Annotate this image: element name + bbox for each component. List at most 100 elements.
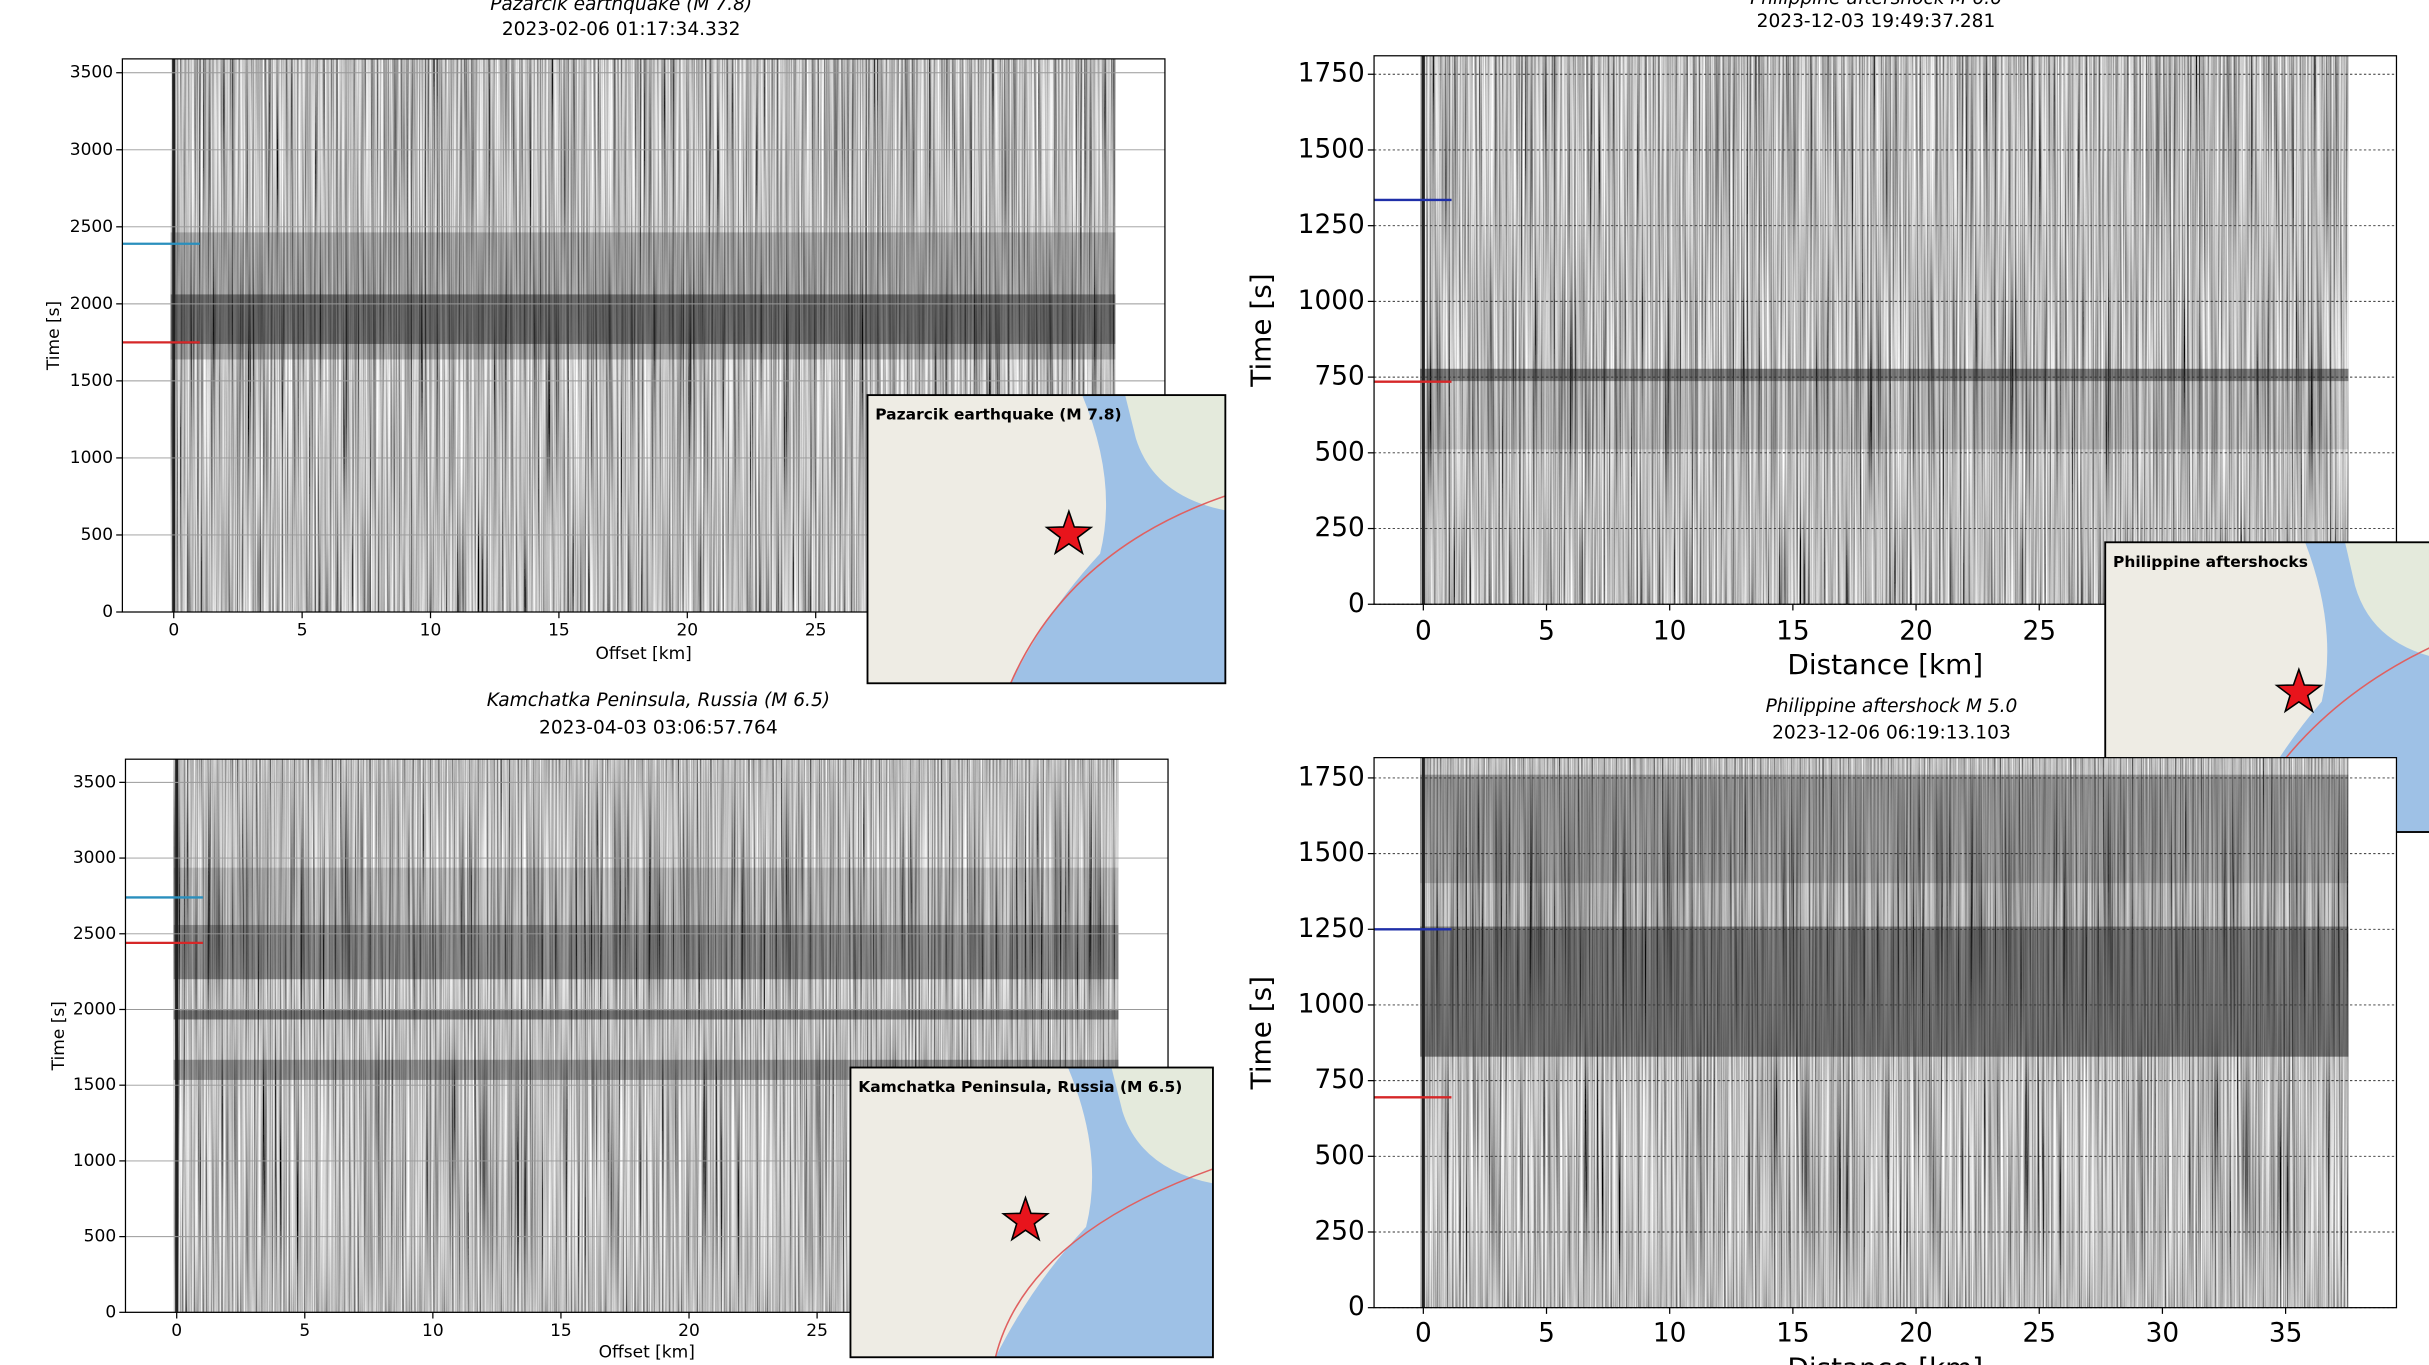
axes-frame	[121, 58, 1166, 613]
seismic-band	[173, 867, 1119, 925]
y-tick-label: 1000	[70, 448, 113, 468]
inset-title: Philippine aftershocks	[2113, 553, 2308, 571]
x-tick-label: 25	[2022, 617, 2056, 647]
y-tick-label: 250	[1315, 1216, 1365, 1246]
y-tick-label: 1000	[1298, 286, 1365, 316]
epicenter-star	[1001, 1195, 1050, 1242]
seismic-band	[1420, 368, 2349, 382]
y-tick-label: 3500	[73, 772, 116, 792]
y-axis-label: Time [s]	[44, 301, 64, 371]
y-tick-label: 2000	[70, 294, 113, 314]
x-tick-label: 25	[806, 1321, 828, 1341]
inset-frame	[866, 394, 1227, 685]
x-tick-label: 10	[422, 1321, 444, 1341]
y-tick-label: 0	[102, 602, 113, 622]
x-tick-label: 20	[1899, 1319, 1933, 1349]
inset-land	[2345, 542, 2429, 656]
x-tick-label: 20	[676, 621, 698, 641]
x-axis-label: Distance [km]	[1787, 648, 1983, 681]
x-tick-label: 15	[1776, 1319, 1810, 1349]
x-tick-label: 25	[2022, 1319, 2056, 1349]
x-tick-label: 30	[2146, 1319, 2180, 1349]
seismic-band	[173, 924, 1119, 980]
chart-subtitle: 2023-02-06 01:17:34.332	[502, 19, 741, 40]
y-tick-label: 1500	[70, 371, 113, 391]
y-tick-label: 1500	[1298, 134, 1365, 164]
chart-title: Pazarcik earthquake (M 7.8)	[490, 0, 752, 15]
chart-subtitle: 2023-04-03 03:06:57.764	[539, 718, 778, 739]
seismic-band	[170, 232, 1116, 295]
chart-title: Kamchatka Peninsula, Russia (M 6.5)	[487, 690, 830, 711]
chart-subtitle: 2023-12-03 19:49:37.281	[1757, 11, 1996, 32]
y-axis-label: Time [s]	[49, 1001, 69, 1071]
x-tick-label: 5	[1538, 617, 1555, 647]
y-tick-label: 3000	[70, 140, 113, 160]
x-tick-label: 5	[299, 1321, 310, 1341]
y-axis-label: Time [s]	[1245, 976, 1278, 1090]
y-tick-label: 2500	[70, 217, 113, 237]
x-axis-label: Distance [km]	[1787, 1352, 1983, 1365]
y-tick-label: 1250	[1298, 914, 1365, 944]
x-axis-label: Offset [km]	[599, 1343, 695, 1363]
y-axis-label: Time [s]	[1245, 273, 1278, 387]
inset-land	[1111, 1067, 1213, 1184]
seismic-band	[170, 343, 1116, 360]
plate-boundary	[1009, 495, 1226, 684]
epicenter-star	[1044, 508, 1094, 556]
seismic-band	[1420, 381, 2349, 450]
x-tick-label: 0	[168, 621, 179, 641]
x-tick-label: 10	[1653, 1319, 1687, 1349]
y-tick-label: 1500	[1298, 838, 1365, 868]
y-tick-label: 1000	[1298, 989, 1365, 1019]
x-tick-label: 0	[171, 1321, 182, 1341]
x-tick-label: 0	[1415, 1319, 1432, 1349]
y-tick-label: 0	[105, 1302, 116, 1322]
y-tick-label: 0	[1348, 1292, 1365, 1322]
y-tick-label: 2000	[73, 999, 116, 1019]
y-tick-label: 2500	[73, 924, 116, 944]
chart-subtitle: 2023-12-06 06:19:13.103	[1772, 722, 2011, 743]
y-tick-label: 750	[1315, 1065, 1365, 1095]
y-tick-label: 250	[1315, 513, 1365, 543]
y-tick-label: 500	[84, 1227, 117, 1247]
x-tick-label: 10	[1653, 617, 1687, 647]
y-tick-label: 3000	[73, 848, 116, 868]
panel: 0 500 1000 1500 2000 2500 3000 3500 0 5 10 15 20 25 Pa…	[44, 0, 1227, 685]
x-tick-label: 15	[1776, 617, 1810, 647]
plate-boundary	[994, 1168, 1214, 1358]
chart-title: Philippine aftershock M 5.0	[1766, 696, 2018, 717]
axes-frame	[124, 758, 1169, 1313]
x-tick-label: 0	[1415, 617, 1432, 647]
seismic-band	[1420, 926, 2349, 1057]
x-tick-label: 15	[550, 1321, 572, 1341]
seismic-image	[1420, 55, 2349, 605]
y-tick-label: 500	[81, 525, 114, 545]
x-tick-label: 15	[548, 621, 570, 641]
y-tick-label: 1500	[73, 1075, 116, 1095]
x-tick-label: 10	[420, 621, 442, 641]
x-tick-label: 20	[678, 1321, 700, 1341]
seismic-band	[1420, 883, 2349, 927]
x-tick-label: 5	[297, 621, 308, 641]
y-tick-label: 500	[1315, 437, 1365, 467]
panel: 0 500 1000 1500 2000 2500 3000 3500 0 5 10 15 20 25 Ka…	[49, 690, 1214, 1363]
y-tick-label: 1250	[1298, 210, 1365, 240]
y-tick-label: 1750	[1298, 59, 1365, 89]
seismic-band	[170, 294, 1116, 344]
x-tick-label: 5	[1538, 1319, 1555, 1349]
seismic-band	[173, 1010, 1119, 1020]
y-tick-label: 0	[1348, 589, 1365, 619]
panel: 0 250 500 750 1000 1250 1500 1750 0 5 10 15 20 25 Phil…	[1245, 0, 2429, 833]
chart-title: Philippine aftershock M 6.6	[1750, 0, 2002, 9]
y-tick-label: 3500	[70, 63, 113, 83]
inset-frame	[849, 1066, 1214, 1359]
axes-frame	[1373, 757, 2398, 1309]
inset-title: Pazarcik earthquake (M 7.8)	[875, 406, 1121, 424]
y-tick-label: 1750	[1298, 762, 1365, 792]
epicenter-star	[2274, 666, 2324, 714]
inset-title: Kamchatka Peninsula, Russia (M 6.5)	[858, 1078, 1182, 1096]
y-tick-label: 1000	[73, 1151, 116, 1171]
y-tick-label: 500	[1315, 1141, 1365, 1171]
x-tick-label: 35	[2269, 1319, 2303, 1349]
